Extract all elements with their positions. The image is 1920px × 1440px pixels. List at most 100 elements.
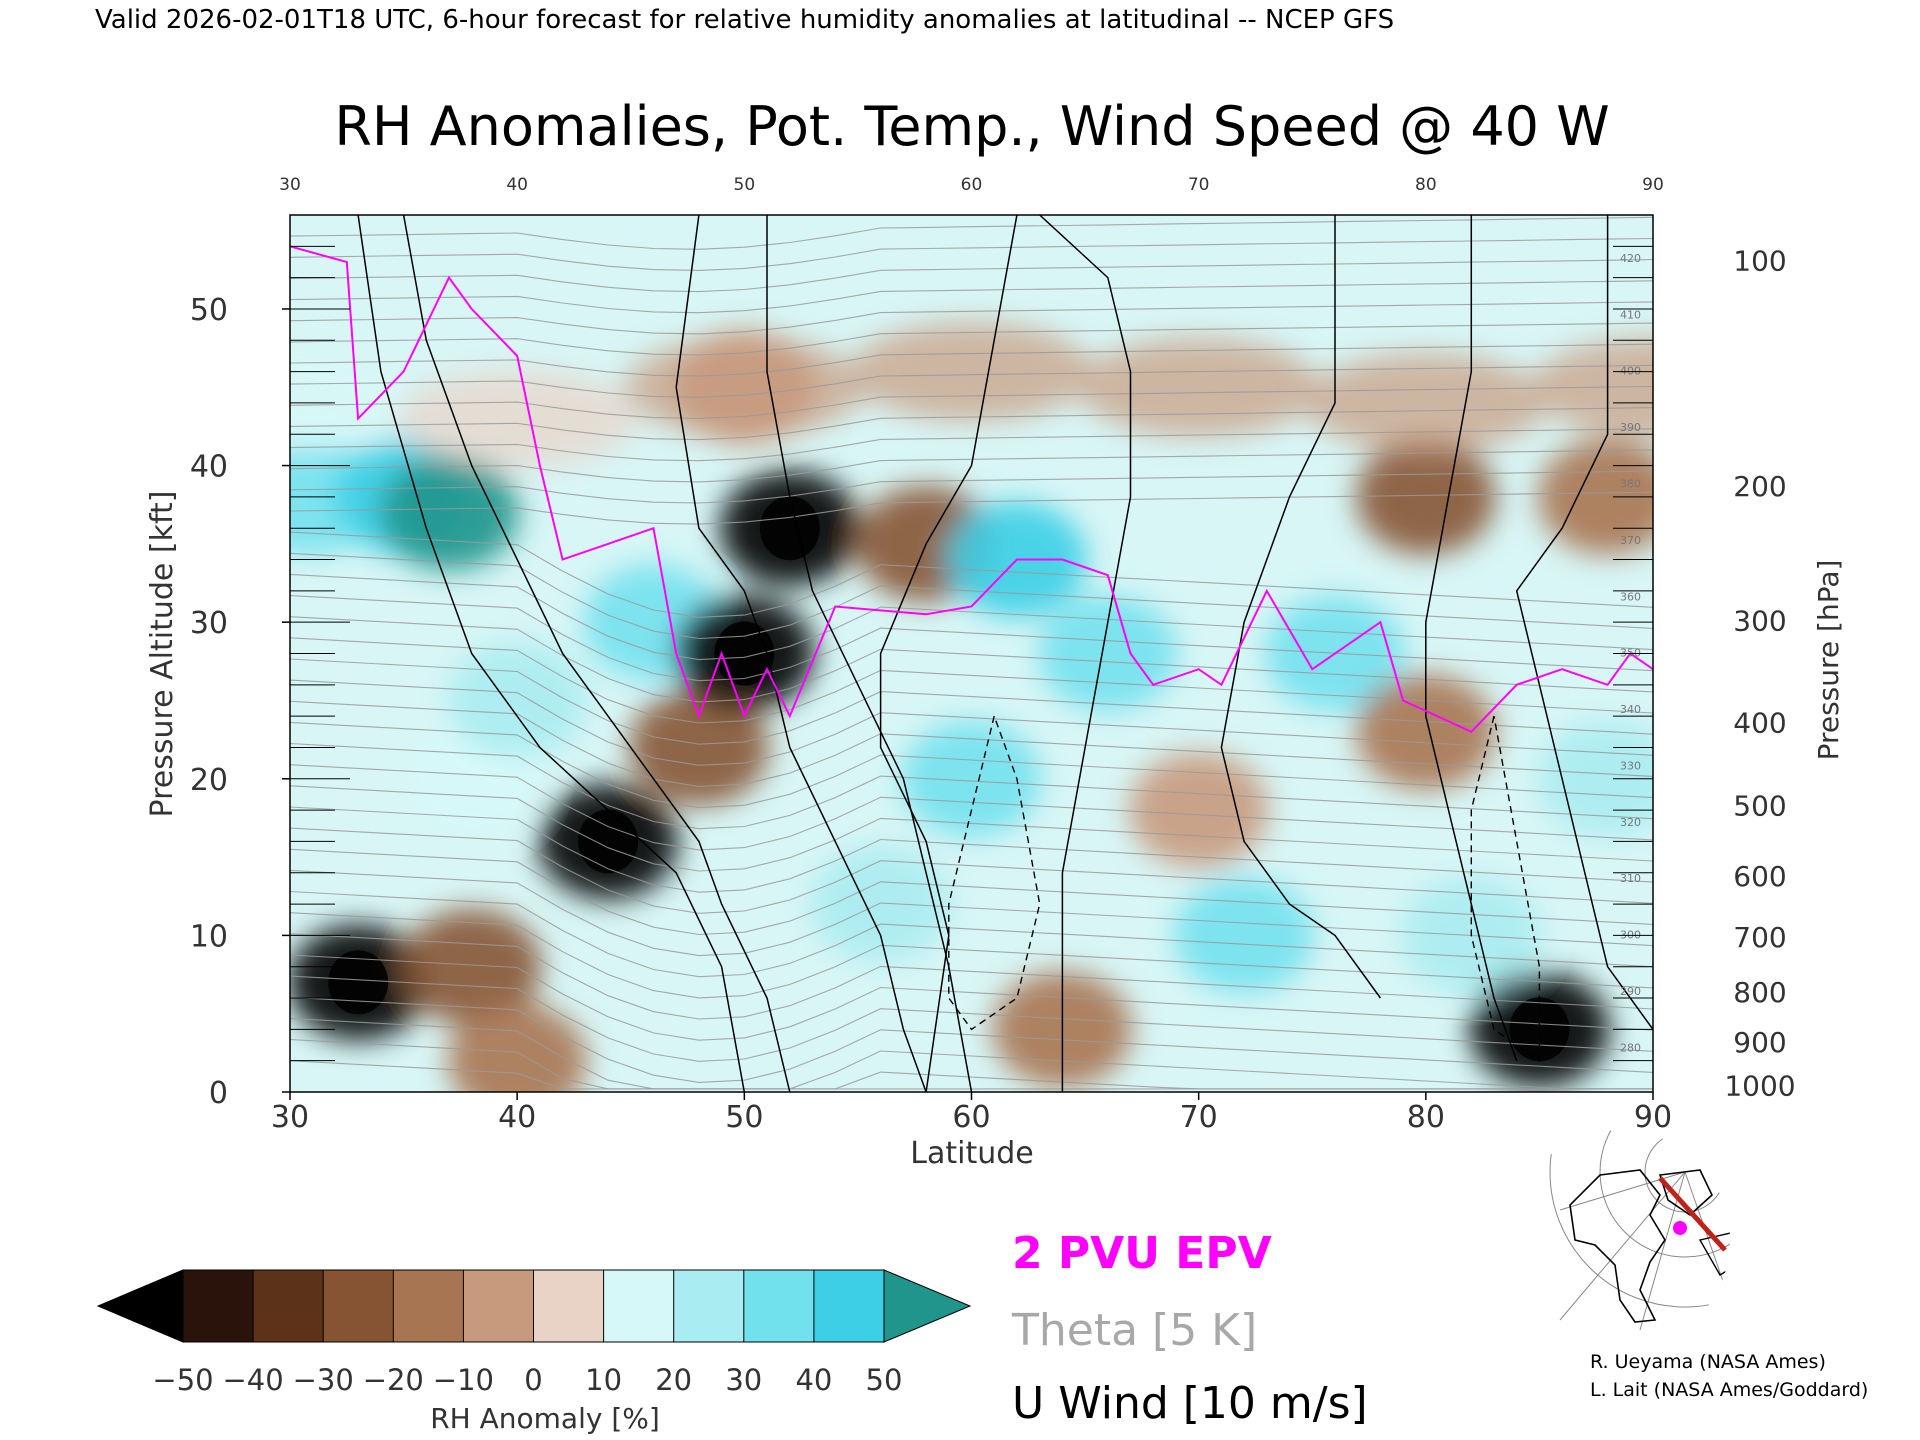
theta-contour (290, 385, 1653, 419)
rh-dry-core (759, 496, 820, 561)
theta-label: 330 (1620, 759, 1641, 772)
u-wind-contour (1425, 215, 1518, 1061)
rh-dry-core (578, 809, 639, 874)
theta-label: 280 (1620, 1041, 1641, 1054)
rh-anomaly-band (397, 368, 638, 469)
y-axis-label: Pressure Altitude [kft] (145, 491, 180, 818)
theta-contour (290, 848, 1653, 936)
colorbar: −50 −40 −30 −20 −10 0 10 20 30 40 50 (96, 1269, 972, 1397)
u-wind-contour (675, 215, 927, 1092)
theta-contour (290, 364, 1653, 398)
theta-contour (290, 721, 1653, 809)
y-tick-label: 50 (190, 293, 228, 328)
theta-contour (290, 280, 1653, 314)
y-tick-label: 30 (190, 606, 228, 641)
rh-anomaly-sample (1537, 438, 1653, 555)
theta-contour (290, 764, 1653, 851)
pressure-tick-label: 400 (1733, 706, 1786, 739)
x-top-tick-label: 80 (1415, 175, 1437, 195)
u-wind-contour (1039, 215, 1132, 1092)
u-wind-contour-easterly (948, 715, 1041, 1031)
north-america-outline (1569, 1169, 1666, 1323)
theta-contour (290, 827, 1653, 914)
rh-anomaly-sample (1537, 720, 1653, 837)
theta-contour (290, 890, 1653, 978)
rh-anomaly-sample (379, 454, 520, 571)
overlay-legend: 2 PVU EPV Theta [5 K] U Wind [10 m/s] (1011, 1228, 1368, 1429)
colorbar-under-arrow (96, 1269, 184, 1343)
theta-contour (290, 806, 1653, 893)
theta-contour-labels: 4204104003903803703603503403303203103002… (1620, 252, 1641, 1054)
theta-contour (290, 259, 1653, 293)
pressure-tick-label: 1000 (1724, 1070, 1795, 1103)
theta-contour (290, 996, 1653, 1083)
rh-anomaly-band (1305, 352, 1546, 453)
x-tick-label: 40 (498, 1100, 536, 1135)
u-wind-contour (879, 215, 1018, 1092)
x-tick-label: 70 (1180, 1100, 1218, 1135)
theta-label: 370 (1620, 534, 1641, 547)
theta-label: 310 (1620, 872, 1641, 885)
x-tick-label: 60 (952, 1100, 990, 1135)
rh-anomaly-sample (1128, 752, 1269, 869)
credit-line-1: R. Ueyama (NASA Ames) (1590, 1351, 1826, 1373)
colorbar-bin (533, 1269, 605, 1343)
colorbar-bin (392, 1269, 465, 1343)
rh-anomaly-sample (628, 689, 769, 806)
colorbar-bin (603, 1269, 675, 1343)
pressure-tick-label: 100 (1733, 244, 1786, 277)
x-axis-bottom: 30 40 50 60 70 80 90 (271, 1092, 1672, 1135)
right-minor-ticks (1613, 214, 1653, 1062)
theta-contour (290, 954, 1653, 1041)
theta-label: 410 (1620, 308, 1641, 321)
theta-contour (290, 407, 1653, 441)
colorbar-over-arrow (883, 1269, 972, 1343)
theta-label: 290 (1620, 985, 1641, 998)
u-wind-contour (1515, 215, 1653, 1030)
theta-label: 320 (1620, 816, 1641, 829)
theta-contour (290, 933, 1653, 1020)
legend-u-wind: U Wind [10 m/s] (1012, 1378, 1368, 1429)
colorbar-bin (462, 1269, 535, 1343)
u-wind-contour (357, 215, 746, 1092)
colorbar-tick-label: 30 (725, 1363, 762, 1397)
theta-contours (290, 216, 1653, 1090)
theta-contour (290, 237, 1653, 271)
x-top-tick-label: 60 (961, 175, 983, 195)
colorbar-bin (743, 1269, 815, 1343)
legend-theta: Theta [5 K] (1011, 1305, 1257, 1356)
theta-contour (290, 658, 1653, 745)
colorbar-label: RH Anomaly [%] (430, 1402, 660, 1435)
x-top-tick-label: 90 (1642, 175, 1664, 195)
theta-label: 360 (1620, 590, 1641, 603)
y-axis-right-label: Pressure [hPa] (1812, 560, 1845, 761)
legend-epv: 2 PVU EPV (1012, 1228, 1272, 1279)
pressure-tick-label: 800 (1733, 976, 1786, 1009)
theta-label: 420 (1620, 252, 1641, 265)
x-top-tick-label: 50 (734, 175, 756, 195)
colorbar-tick-label: −10 (433, 1363, 494, 1397)
pressure-tick-label: 700 (1733, 921, 1786, 954)
epv-2pvu-line (290, 245, 1653, 734)
theta-contour (290, 301, 1653, 335)
theta-contour (290, 869, 1653, 957)
theta-contour (290, 531, 1653, 618)
greenland-outline (1658, 1169, 1713, 1217)
credit-line-2: L. Lait (NASA Ames/Goddard) (1590, 1379, 1868, 1401)
rh-dry-core (328, 950, 389, 1015)
u-wind-contours (357, 215, 1653, 1092)
cross-section-line (1658, 1176, 1727, 1252)
u-wind-contour (402, 215, 791, 1092)
rh-anomaly-sample (1174, 877, 1315, 994)
theta-contour (290, 552, 1653, 640)
theta-contour (290, 322, 1653, 356)
pressure-tick-label: 600 (1733, 860, 1786, 893)
y-tick-label: 40 (190, 450, 228, 485)
theta-contour (290, 679, 1653, 766)
u-wind-contour (766, 215, 973, 1092)
rh-anomaly-band (290, 352, 410, 453)
chart-title: RH Anomalies, Pot. Temp., Wind Speed @ 4… (334, 95, 1609, 158)
x-tick-label: 30 (271, 1100, 309, 1135)
colorbar-bin (252, 1269, 325, 1343)
